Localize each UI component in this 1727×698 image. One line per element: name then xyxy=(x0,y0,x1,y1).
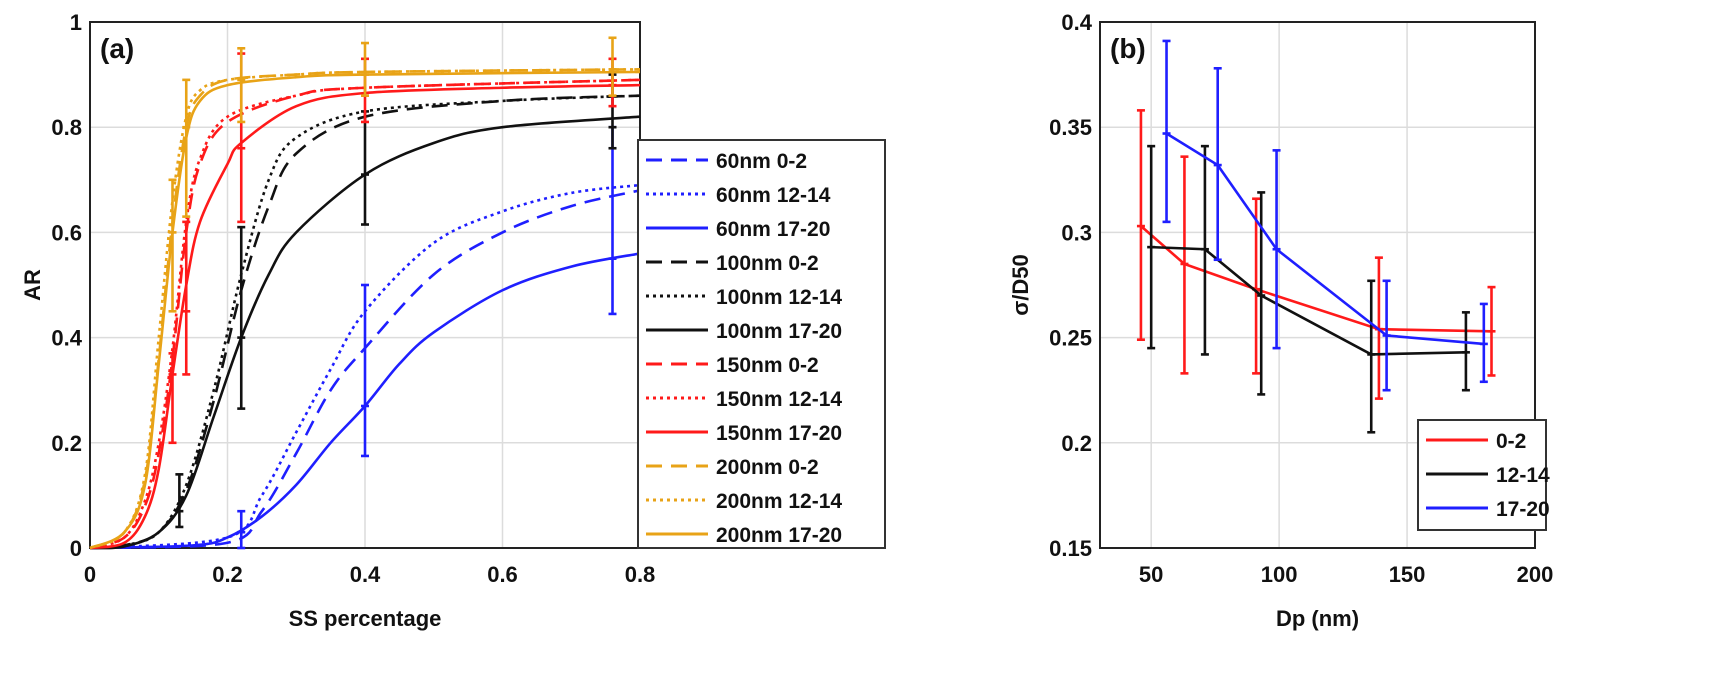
series-line-60nm-17-20 xyxy=(89,252,641,550)
legend-box xyxy=(637,139,886,549)
x-axis-label: Dp (nm) xyxy=(1276,606,1359,631)
y-tick-label: 0.2 xyxy=(1061,431,1092,456)
legend-item: 150nm 0-2 xyxy=(646,354,819,377)
legend-label: 60nm 0-2 xyxy=(716,150,807,173)
series-line-200nm-12-14 xyxy=(89,68,641,550)
legend-item: 60nm 12-14 xyxy=(646,184,831,207)
y-tick-label: 1 xyxy=(70,10,82,35)
legend-label: 150nm 12-14 xyxy=(716,388,842,411)
y-axis-label: σ/D50 xyxy=(1008,254,1033,316)
x-tick-label: 0.8 xyxy=(625,562,656,587)
legend-item: 60nm 17-20 xyxy=(646,218,830,241)
legend-item: 150nm 12-14 xyxy=(646,388,842,411)
y-tick-label: 0.3 xyxy=(1061,220,1092,245)
y-tick-label: 0.15 xyxy=(1049,536,1092,561)
series-line-100nm-17-20 xyxy=(89,115,641,550)
panel-label: (b) xyxy=(1110,33,1146,64)
legend-label: 150nm 17-20 xyxy=(716,422,842,445)
legend-item: 200nm 12-14 xyxy=(646,490,842,513)
legend: 0-2 12-14 17-20 xyxy=(1417,419,1550,531)
legend-item: 150nm 17-20 xyxy=(646,422,842,445)
legend-label: 150nm 0-2 xyxy=(716,354,819,377)
legend-item: 200nm 0-2 xyxy=(646,456,819,479)
legend-item: 200nm 17-20 xyxy=(646,524,842,547)
y-tick-label: 0.4 xyxy=(51,326,82,351)
y-tick-label: 0.35 xyxy=(1049,115,1092,140)
panel-1: 50 100 150 200 0.15 0.2 0.25 0.3 0.35 0.4 (b) Dp (n… xyxy=(1008,10,1553,631)
x-tick-label: 0.2 xyxy=(212,562,243,587)
x-tick-label: 0.6 xyxy=(487,562,518,587)
legend-label: 200nm 12-14 xyxy=(716,490,842,513)
legend-item: 100nm 12-14 xyxy=(646,286,842,309)
legend-item: 17-20 xyxy=(1426,498,1550,521)
x-tick-label: 100 xyxy=(1261,562,1298,587)
legend-label: 200nm 17-20 xyxy=(716,524,842,547)
y-axis-label: AR xyxy=(20,269,45,301)
y-tick-label: 0.25 xyxy=(1049,326,1092,351)
legend-label: 12-14 xyxy=(1496,464,1550,487)
legend: 60nm 0-2 60nm 12-14 60nm 17-20 100nm 0-2 100… xyxy=(637,139,886,549)
legend-label: 100nm 12-14 xyxy=(716,286,842,309)
legend-item: 0-2 xyxy=(1426,430,1526,453)
x-tick-label: 150 xyxy=(1389,562,1426,587)
x-tick-label: 0 xyxy=(84,562,96,587)
legend-item: 60nm 0-2 xyxy=(646,150,807,173)
y-tick-label: 0.4 xyxy=(1061,10,1092,35)
series-line-150nm-17-20 xyxy=(89,83,641,550)
y-tick-label: 0 xyxy=(70,536,82,561)
legend-label: 200nm 0-2 xyxy=(716,456,819,479)
legend-label: 60nm 17-20 xyxy=(716,218,830,241)
y-tick-label: 0.2 xyxy=(51,431,82,456)
legend-label: 100nm 17-20 xyxy=(716,320,842,343)
x-tick-label: 200 xyxy=(1517,562,1554,587)
x-tick-label: 0.4 xyxy=(350,562,381,587)
series-line-60nm-0-2 xyxy=(89,189,641,550)
y-tick-label: 0.6 xyxy=(51,220,82,245)
x-axis-label: SS percentage xyxy=(289,606,442,631)
legend-item: 100nm 17-20 xyxy=(646,320,842,343)
axes-frame xyxy=(1099,21,1536,549)
legend-label: 60nm 12-14 xyxy=(716,184,831,207)
legend-label: 100nm 0-2 xyxy=(716,252,819,275)
panel-label: (a) xyxy=(100,33,134,64)
legend-label: 0-2 xyxy=(1496,430,1526,453)
y-tick-label: 0.8 xyxy=(51,115,82,140)
legend-item: 12-14 xyxy=(1426,464,1550,487)
x-tick-label: 50 xyxy=(1139,562,1163,587)
panel-0: 0 0.2 0.4 0.6 0.8 0 0.2 0.4 0.6 0.8 1 (a) SS percent… xyxy=(20,10,886,631)
legend-item: 100nm 0-2 xyxy=(646,252,819,275)
legend-label: 17-20 xyxy=(1496,498,1550,521)
